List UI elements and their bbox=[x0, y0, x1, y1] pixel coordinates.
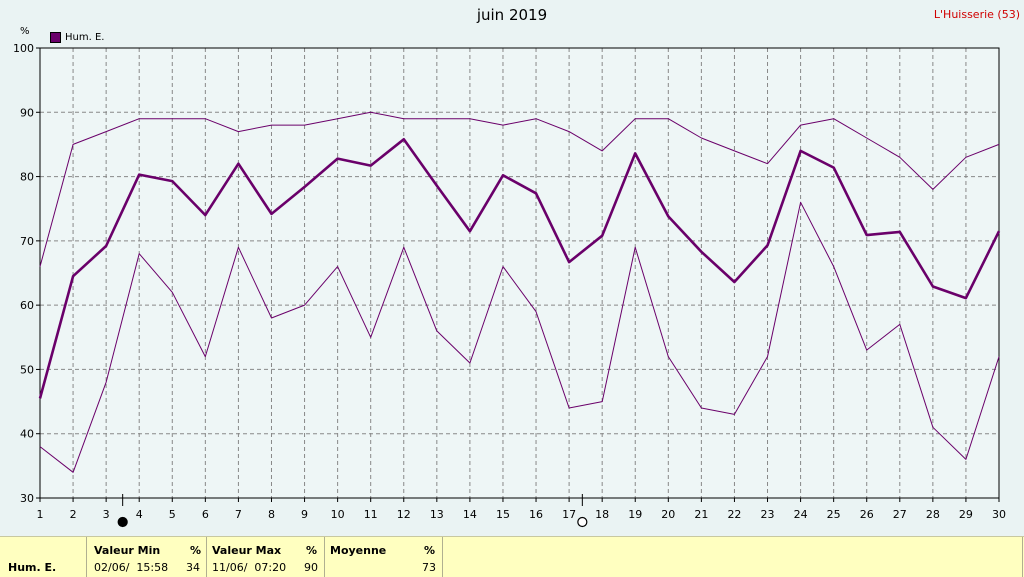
x-tick-label: 26 bbox=[860, 508, 874, 521]
footer-max-date: 11/06/ 07:20 bbox=[212, 561, 287, 574]
x-tick-label: 30 bbox=[992, 508, 1006, 521]
footer-series-cell: Hum. E. bbox=[0, 537, 87, 577]
y-tick-label: 40 bbox=[20, 428, 34, 441]
moon-phase-markers bbox=[117, 494, 588, 528]
footer-min-value: 34 bbox=[186, 561, 200, 574]
x-tick-label: 22 bbox=[727, 508, 741, 521]
x-tick-label: 9 bbox=[301, 508, 308, 521]
footer-max-header: Valeur Max bbox=[212, 544, 282, 557]
full-moon-icon bbox=[577, 516, 588, 528]
series-lines bbox=[38, 111, 1001, 473]
legend-label: Hum. E. bbox=[65, 32, 105, 43]
x-tick-label: 13 bbox=[430, 508, 444, 521]
footer-min-header: Valeur Min bbox=[94, 544, 161, 557]
footer-mean-cell: Moyenne % 73 bbox=[324, 537, 443, 577]
plot-frame bbox=[39, 47, 1000, 499]
new-moon-icon bbox=[117, 516, 128, 528]
chart-title: juin 2019 bbox=[476, 6, 548, 24]
y-tick-label: 60 bbox=[20, 299, 34, 312]
x-tick-label: 25 bbox=[827, 508, 841, 521]
x-tick-label: 3 bbox=[103, 508, 110, 521]
x-tick-label: 20 bbox=[661, 508, 675, 521]
footer-max-unit: % bbox=[306, 544, 318, 557]
x-tick-label: 4 bbox=[136, 508, 143, 521]
footer-mean-value: 73 bbox=[422, 561, 436, 574]
grid-lines bbox=[40, 48, 999, 498]
y-tick-label: 70 bbox=[20, 235, 34, 248]
x-tick-label: 12 bbox=[397, 508, 411, 521]
y-tick-label: 100 bbox=[13, 42, 34, 55]
x-tick-labels: 1 2 3 4 5 6 7 8 9 10 11 12 13 14 15 16 17 18 19 20 21 22 23 24 2… bbox=[37, 508, 1007, 521]
x-tick-label: 28 bbox=[926, 508, 940, 521]
x-tick-label: 16 bbox=[529, 508, 543, 521]
legend-swatch bbox=[50, 32, 61, 43]
x-tick-label: 19 bbox=[628, 508, 642, 521]
footer-mean-unit: % bbox=[424, 544, 436, 557]
plot-area bbox=[40, 48, 999, 498]
y-tick-labels: 30 40 50 60 70 80 90 100 bbox=[13, 42, 34, 505]
series-line-min bbox=[39, 201, 1000, 473]
y-tick-label: 80 bbox=[20, 171, 34, 184]
footer-min-unit: % bbox=[190, 544, 202, 557]
y-tick-label: 30 bbox=[20, 492, 34, 505]
y-unit-label: % bbox=[20, 26, 30, 37]
footer-series-label: Hum. E. bbox=[8, 561, 57, 574]
footer-min-date: 02/06/ 15:58 bbox=[94, 561, 169, 574]
x-tick-label: 27 bbox=[893, 508, 907, 521]
series-line-max bbox=[39, 111, 1000, 267]
x-tick-label: 10 bbox=[331, 508, 345, 521]
x-tick-label: 6 bbox=[202, 508, 209, 521]
summary-footer: Hum. E. Valeur Min % 02/06/ 15:58 34 Val… bbox=[0, 536, 1024, 577]
x-tick-label: 17 bbox=[562, 508, 576, 521]
x-tick-label: 2 bbox=[70, 508, 77, 521]
x-tick-label: 14 bbox=[463, 508, 477, 521]
footer-max-cell: Valeur Max % 11/06/ 07:20 90 bbox=[206, 537, 325, 577]
footer-max-value: 90 bbox=[304, 561, 318, 574]
x-tick-label: 18 bbox=[595, 508, 609, 521]
x-tick-label: 23 bbox=[761, 508, 775, 521]
x-tick-label: 5 bbox=[169, 508, 176, 521]
x-tick-label: 21 bbox=[694, 508, 708, 521]
footer-mean-header: Moyenne bbox=[330, 544, 387, 557]
footer-empty-cell bbox=[442, 537, 1023, 577]
x-tick-label: 29 bbox=[959, 508, 973, 521]
x-tick-label: 15 bbox=[496, 508, 510, 521]
x-tick-label: 11 bbox=[364, 508, 378, 521]
axes bbox=[36, 47, 1000, 502]
plot-background bbox=[40, 48, 999, 498]
series-line-mean bbox=[38, 138, 1001, 399]
x-tick-label: 8 bbox=[268, 508, 275, 521]
x-tick-label: 7 bbox=[235, 508, 242, 521]
legend: Hum. E. bbox=[50, 32, 104, 43]
x-tick-label: 24 bbox=[794, 508, 808, 521]
y-tick-label: 50 bbox=[20, 363, 34, 376]
x-tick-label: 1 bbox=[37, 508, 44, 521]
footer-min-cell: Valeur Min % 02/06/ 15:58 34 bbox=[86, 537, 207, 577]
y-tick-label: 90 bbox=[20, 106, 34, 119]
station-name: L'Huisserie (53) bbox=[933, 8, 1020, 21]
